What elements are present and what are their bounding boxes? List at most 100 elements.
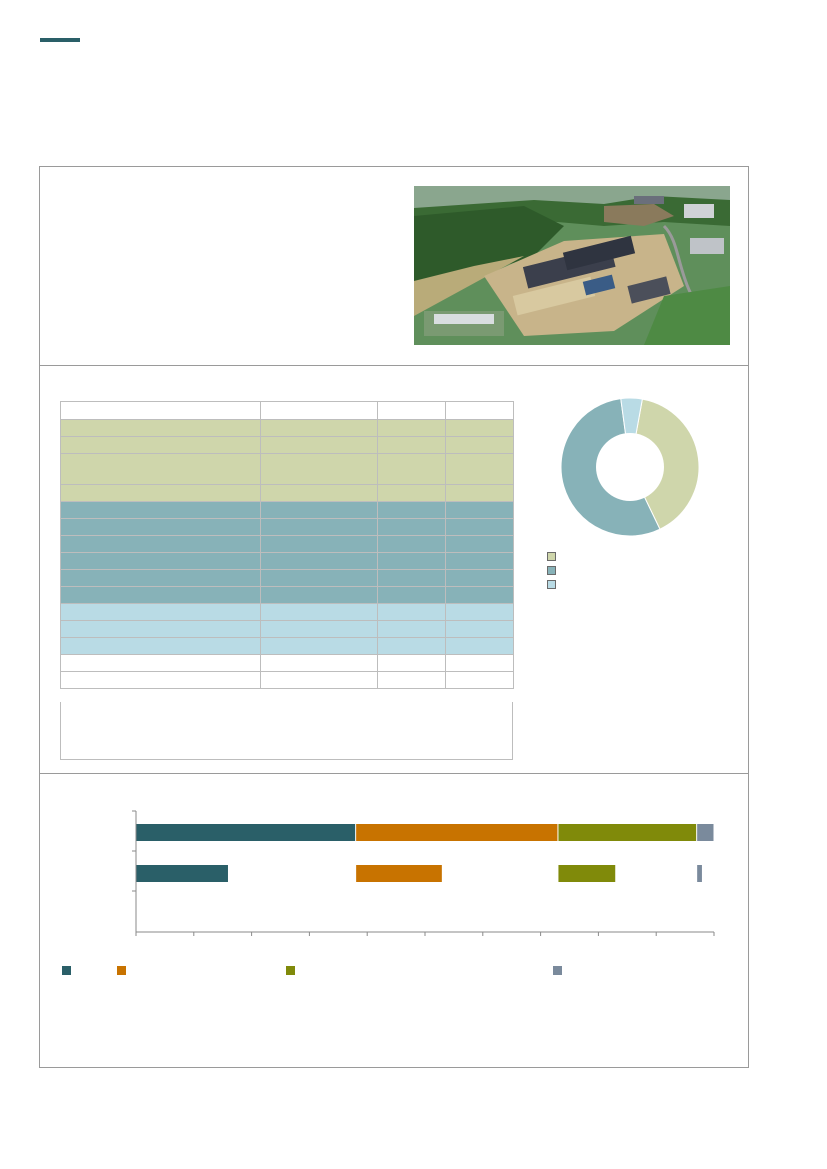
table-cell <box>60 654 261 672</box>
table-cell <box>445 552 514 570</box>
table-row <box>60 501 514 519</box>
bar-legend-swatch-3 <box>286 966 295 975</box>
section-divider <box>40 773 748 774</box>
bar-segment <box>558 824 697 841</box>
table-cell <box>260 637 378 655</box>
donut-chart <box>560 397 700 537</box>
table-cell <box>60 501 261 519</box>
table-cell <box>377 671 446 689</box>
table-cell <box>445 419 514 437</box>
table-cell <box>60 603 261 621</box>
table-cell <box>377 453 446 485</box>
table-cell <box>377 654 446 672</box>
bar-segment <box>356 824 558 841</box>
table-cell <box>377 637 446 655</box>
table-row <box>60 637 514 655</box>
table-cell <box>445 518 514 536</box>
table-cell <box>260 535 378 553</box>
legend-swatch-green <box>547 552 556 561</box>
table-cell <box>445 654 514 672</box>
table-row <box>60 535 514 553</box>
bar-segment <box>697 865 702 882</box>
table-cell <box>377 552 446 570</box>
section-divider <box>40 365 748 366</box>
table-row <box>60 586 514 604</box>
table-cell <box>445 569 514 587</box>
table-note-area <box>60 702 513 760</box>
table-cell <box>377 436 446 454</box>
table-cell <box>60 453 261 485</box>
table-cell <box>377 535 446 553</box>
table-cell <box>260 671 378 689</box>
table-cell <box>60 620 261 638</box>
table-cell <box>377 401 446 420</box>
bar-segment <box>558 865 616 882</box>
table-row <box>60 603 514 621</box>
table-cell <box>60 535 261 553</box>
table-cell <box>445 620 514 638</box>
table-cell <box>260 453 378 485</box>
table-cell <box>377 586 446 604</box>
bar-segment <box>697 824 714 841</box>
table-cell <box>60 671 261 689</box>
table-cell <box>260 401 378 420</box>
table-cell <box>60 518 261 536</box>
table-cell <box>445 603 514 621</box>
data-table <box>60 401 514 689</box>
table-cell <box>260 603 378 621</box>
table-cell <box>445 535 514 553</box>
bar-segment <box>356 865 442 882</box>
table-cell <box>377 419 446 437</box>
table-cell <box>60 637 261 655</box>
bar-segment <box>136 865 228 882</box>
table-cell <box>377 620 446 638</box>
table-row <box>60 453 514 485</box>
table-cell <box>445 484 514 502</box>
table-cell <box>60 569 261 587</box>
table-row <box>60 518 514 536</box>
table-cell <box>445 401 514 420</box>
table-cell <box>445 671 514 689</box>
table-row <box>60 419 514 437</box>
table-row <box>60 436 514 454</box>
table-cell <box>260 654 378 672</box>
table-cell <box>377 518 446 536</box>
table-cell <box>377 569 446 587</box>
bar-legend-swatch-1 <box>62 966 71 975</box>
table-cell <box>445 637 514 655</box>
table-cell <box>60 419 261 437</box>
table-cell <box>260 552 378 570</box>
table-cell <box>60 484 261 502</box>
table-cell <box>60 436 261 454</box>
table-cell <box>260 436 378 454</box>
table-cell <box>260 419 378 437</box>
table-row <box>60 401 514 420</box>
header-accent-bar <box>40 38 80 42</box>
bar-axes <box>132 810 715 936</box>
legend-swatch-teal <box>547 566 556 575</box>
table-cell <box>377 484 446 502</box>
table-cell <box>60 401 261 420</box>
table-row <box>60 569 514 587</box>
table-cell <box>60 552 261 570</box>
table-cell <box>445 501 514 519</box>
table-cell <box>445 586 514 604</box>
table-row <box>60 552 514 570</box>
table-cell <box>60 586 261 604</box>
bar-legend-swatch-4 <box>553 966 562 975</box>
bar-segment <box>136 824 356 841</box>
table-cell <box>260 518 378 536</box>
donut-slice <box>620 397 643 468</box>
content-frame <box>39 166 749 1068</box>
table-row <box>60 620 514 638</box>
legend-swatch-blue <box>547 580 556 589</box>
bar-legend-swatch-2 <box>117 966 126 975</box>
table-cell <box>377 603 446 621</box>
table-cell <box>445 436 514 454</box>
table-row <box>60 671 514 689</box>
table-cell <box>445 453 514 485</box>
table-cell <box>260 484 378 502</box>
table-cell <box>260 586 378 604</box>
table-cell <box>260 501 378 519</box>
table-cell <box>260 569 378 587</box>
